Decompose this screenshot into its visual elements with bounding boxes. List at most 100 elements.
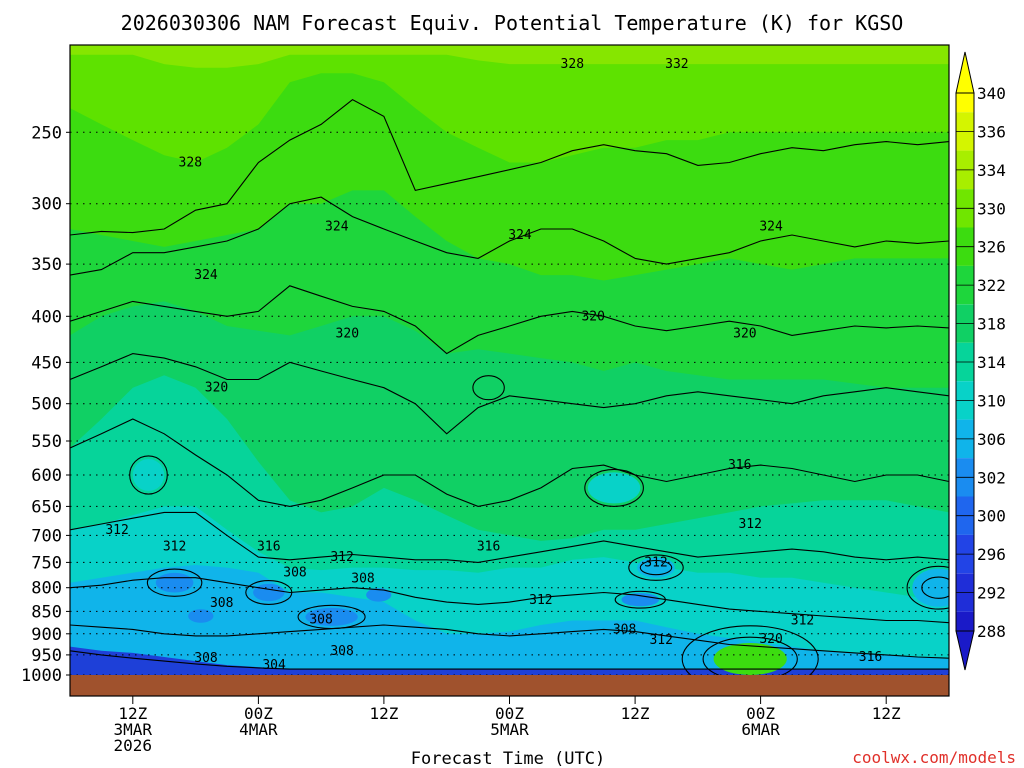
color-fill-layer xyxy=(70,45,949,675)
contour-label-23: 308 xyxy=(309,613,332,628)
fill-band-7 xyxy=(70,45,949,163)
y-tick-label-14: 950 xyxy=(31,646,62,666)
x-tick-label-1-1: 00Z xyxy=(244,704,273,723)
colorbar-label-10: 302 xyxy=(977,468,1006,487)
contour-label-18: 312 xyxy=(644,555,667,570)
contour-line-8 xyxy=(70,650,949,670)
fill-patch-4 xyxy=(366,588,392,602)
contour-label-0: 328 xyxy=(561,57,584,72)
contour-label-1: 332 xyxy=(665,57,688,72)
colorbar-label-5: 322 xyxy=(977,276,1006,295)
contour-ring-8 xyxy=(681,625,819,675)
colorbar-label-9: 306 xyxy=(977,430,1006,449)
x-tick-label-3-1: 00Z xyxy=(495,704,524,723)
y-tick-label-15: 1000 xyxy=(21,666,62,686)
colorbar-label-8: 310 xyxy=(977,391,1006,410)
contour-label-12: 312 xyxy=(105,523,128,538)
contour-label-28: 308 xyxy=(330,644,353,659)
colorbar-label-0: 340 xyxy=(977,84,1006,103)
contour-layer xyxy=(70,99,949,675)
contour-ring-3 xyxy=(639,559,673,576)
colorbar-label-12: 296 xyxy=(977,545,1006,564)
contour-label-15: 312 xyxy=(738,517,761,532)
contour-label-10: 320 xyxy=(205,381,228,396)
plot-area: 328 332 328 324 324 324 324 320 320 320 320 316 312 3… xyxy=(70,45,949,675)
x-tick-label-5-2: 6MAR xyxy=(741,720,780,739)
contour-line-5 xyxy=(70,511,949,563)
contour-label-27: 320 xyxy=(759,632,782,647)
contour-label-19: 308 xyxy=(283,566,306,581)
contour-label-13: 312 xyxy=(163,539,186,554)
contour-ring-9 xyxy=(584,468,644,507)
y-tick-label-11: 800 xyxy=(31,579,62,599)
fill-patch-5 xyxy=(621,593,660,607)
x-tick-label-3-2: 5MAR xyxy=(490,720,529,739)
colorbar: 340 336 334 330 326 322 318 314 310 306 302 300 296 2… xyxy=(955,51,1006,671)
fill-patch-8 xyxy=(713,643,787,675)
colorbar-label-7: 314 xyxy=(977,353,1006,372)
y-tick-label-10: 750 xyxy=(31,553,62,573)
x-tick-label-0-1: 12Z xyxy=(118,704,147,723)
contour-label-17: 312 xyxy=(330,550,353,565)
y-tick-label-8: 650 xyxy=(31,497,62,517)
y-tick-label-13: 900 xyxy=(31,625,62,645)
contour-ring-4 xyxy=(628,554,684,581)
fill-patch-7 xyxy=(637,557,675,578)
fill-patch-6 xyxy=(912,568,949,607)
x-tick-label-6-1: 12Z xyxy=(872,704,901,723)
colorbar-label-1: 336 xyxy=(977,122,1006,141)
contour-label-26: 312 xyxy=(649,633,672,648)
colorbar-label-4: 326 xyxy=(977,238,1006,257)
contour-label-21: 308 xyxy=(210,596,233,611)
contour-label-25: 312 xyxy=(791,614,814,629)
colorbar-label-13: 292 xyxy=(977,584,1006,603)
x-tick-label-4-1: 12Z xyxy=(621,704,650,723)
contour-ring-0 xyxy=(146,568,203,597)
colorbar-label-11: 300 xyxy=(977,507,1006,526)
contour-ring-2 xyxy=(297,604,366,630)
contour-line-0 xyxy=(70,99,949,236)
contour-label-14: 316 xyxy=(257,539,280,554)
colorbar-swatch-0 xyxy=(956,93,974,113)
x-axis-label: Forecast Time (UTC) xyxy=(411,749,605,768)
colorbar-label-6: 318 xyxy=(977,315,1006,334)
y-tick-label-12: 850 xyxy=(31,602,62,622)
contour-ring-6 xyxy=(921,576,949,599)
contour-line-7 xyxy=(70,624,949,659)
y-tick-label-0: 250 xyxy=(31,123,62,143)
contour-line-6 xyxy=(70,577,949,624)
x-tick-label-0-3: 2026 xyxy=(114,736,153,755)
fill-patch-9 xyxy=(587,472,641,504)
y-axis: 250 300 350 400 450 500 550 600 650 700 750 800 850 9… xyxy=(21,123,70,686)
contour-line-3 xyxy=(70,353,949,435)
fill-patch-2 xyxy=(305,607,358,626)
colorbar-label-2: 334 xyxy=(977,161,1006,180)
contour-label-11: 316 xyxy=(728,458,751,473)
x-tick-label-1-2: 4MAR xyxy=(239,720,278,739)
contour-line-2 xyxy=(70,285,949,355)
chart-title: 2026030306 NAM Forecast Equiv. Potential… xyxy=(121,11,904,35)
contour-ring-1 xyxy=(245,580,293,605)
contour-label-2: 328 xyxy=(179,156,202,171)
colorbar-top-arrow xyxy=(955,51,975,94)
contour-label-20: 308 xyxy=(351,572,374,587)
contour-label-7: 320 xyxy=(581,309,604,324)
contour-label-24: 308 xyxy=(613,622,636,637)
contour-label-31: 316 xyxy=(859,650,882,665)
contour-ring-5 xyxy=(906,565,949,610)
contour-label-30: 304 xyxy=(262,658,286,673)
y-tick-label-1: 300 xyxy=(31,195,62,215)
y-tick-label-6: 550 xyxy=(31,432,62,452)
y-tick-label-7: 600 xyxy=(31,466,62,486)
x-tick-label-2-1: 12Z xyxy=(369,704,398,723)
contour-ring-11 xyxy=(614,590,666,609)
contour-ring-12 xyxy=(472,375,505,401)
credit-text: coolwx.com/models xyxy=(852,748,1016,767)
x-tick-label-5-1: 00Z xyxy=(746,704,775,723)
colorbar-bottom-arrow xyxy=(955,630,975,671)
fill-band-8 xyxy=(70,45,949,68)
contour-label-22: 312 xyxy=(529,593,552,608)
contour-label-29: 308 xyxy=(194,651,217,666)
